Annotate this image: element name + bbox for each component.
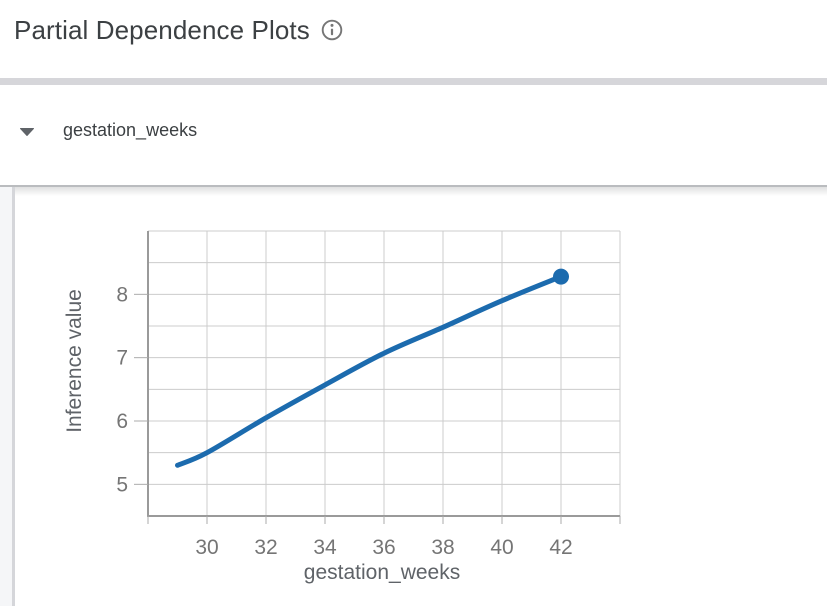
pdp-endpoint-marker bbox=[553, 268, 569, 285]
y-axis-title: Inference value bbox=[63, 289, 86, 433]
pdp-chart-container: 30 32 34 36 38 40 42 5 6 7 8 Inference value gesta… bbox=[0, 187, 827, 606]
info-icon-circle bbox=[321, 19, 343, 41]
info-icon-stem bbox=[330, 28, 333, 36]
page-title: Partial Dependence Plots bbox=[14, 15, 310, 45]
info-icon[interactable] bbox=[321, 19, 343, 41]
panel-top-divider bbox=[0, 185, 827, 187]
y-tick-label: 6 bbox=[116, 410, 128, 433]
x-tick-label: 42 bbox=[549, 536, 572, 559]
y-tick-label: 8 bbox=[116, 283, 128, 306]
feature-panel-header[interactable]: gestation_weeks bbox=[0, 85, 827, 185]
x-tick-label: 30 bbox=[195, 536, 218, 559]
left-scrollbar-track[interactable] bbox=[12, 187, 15, 606]
x-tick-label: 32 bbox=[254, 536, 277, 559]
x-axis-title: gestation_weeks bbox=[304, 561, 460, 584]
chevron-down-icon[interactable] bbox=[20, 128, 34, 136]
x-tick-label: 34 bbox=[313, 536, 337, 559]
y-tick-label: 7 bbox=[116, 347, 128, 370]
pdp-chart: 30 32 34 36 38 40 42 5 6 7 8 Inference value gesta… bbox=[63, 230, 621, 584]
x-tick-label: 40 bbox=[490, 536, 513, 559]
left-gutter bbox=[0, 187, 12, 606]
section-divider bbox=[0, 78, 827, 85]
y-tick-label: 5 bbox=[116, 473, 128, 496]
info-icon-dot bbox=[330, 23, 334, 27]
pdp-curve-line bbox=[175, 274, 564, 468]
x-tick-label: 36 bbox=[372, 536, 395, 559]
page-header: Partial Dependence Plots bbox=[14, 13, 343, 47]
feature-name-label: gestation_weeks bbox=[63, 120, 198, 140]
x-tick-label: 38 bbox=[431, 536, 454, 559]
